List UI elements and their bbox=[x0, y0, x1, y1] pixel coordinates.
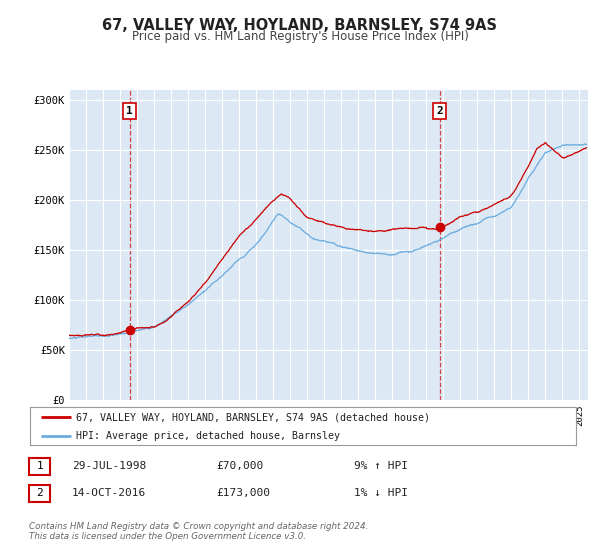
Text: 67, VALLEY WAY, HOYLAND, BARNSLEY, S74 9AS: 67, VALLEY WAY, HOYLAND, BARNSLEY, S74 9… bbox=[103, 18, 497, 33]
Text: £173,000: £173,000 bbox=[216, 488, 270, 498]
Text: HPI: Average price, detached house, Barnsley: HPI: Average price, detached house, Barn… bbox=[76, 431, 340, 441]
Text: 1: 1 bbox=[36, 461, 43, 472]
Text: 9% ↑ HPI: 9% ↑ HPI bbox=[354, 461, 408, 472]
Text: 2: 2 bbox=[36, 488, 43, 498]
Text: 29-JUL-1998: 29-JUL-1998 bbox=[72, 461, 146, 472]
Text: Price paid vs. HM Land Registry's House Price Index (HPI): Price paid vs. HM Land Registry's House … bbox=[131, 30, 469, 43]
Text: £70,000: £70,000 bbox=[216, 461, 263, 472]
Text: 67, VALLEY WAY, HOYLAND, BARNSLEY, S74 9AS (detached house): 67, VALLEY WAY, HOYLAND, BARNSLEY, S74 9… bbox=[76, 412, 430, 422]
Text: 1: 1 bbox=[127, 106, 133, 116]
Text: 2: 2 bbox=[436, 106, 443, 116]
Text: Contains HM Land Registry data © Crown copyright and database right 2024.
This d: Contains HM Land Registry data © Crown c… bbox=[29, 522, 368, 542]
Text: 14-OCT-2016: 14-OCT-2016 bbox=[72, 488, 146, 498]
Text: 1% ↓ HPI: 1% ↓ HPI bbox=[354, 488, 408, 498]
